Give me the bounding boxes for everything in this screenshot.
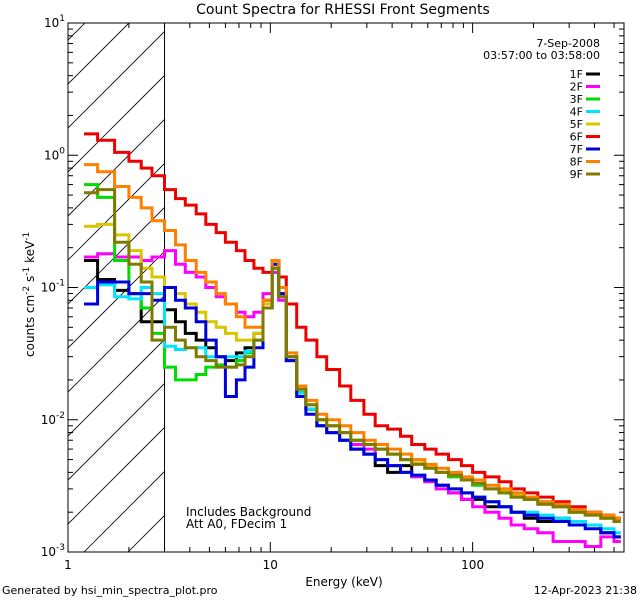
time-range-label: 03:57:00 to 03:58:00 <box>483 49 600 62</box>
footer-generator: Generated by hsi_min_spectra_plot.pro <box>2 584 218 597</box>
hatch-line <box>348 0 640 552</box>
hatch-line <box>612 0 640 552</box>
excluded-region-hatch <box>0 0 640 552</box>
y-tick-base: 10 <box>41 413 56 427</box>
hatch-line <box>68 382 165 481</box>
y-label-exp2: -1 <box>22 267 32 276</box>
date-label: 7-Sep-2008 <box>536 37 600 50</box>
hatch-line <box>83 470 165 552</box>
y-tick-label: 101 <box>44 14 65 30</box>
legend-label-9F: 9F <box>570 168 583 181</box>
legend-label-4F: 4F <box>570 106 583 119</box>
legend-label-6F: 6F <box>570 131 583 144</box>
series-line-9F <box>84 188 621 523</box>
y-tick-base: 10 <box>41 281 56 295</box>
chart-title: Count Spectra for RHESSI Front Segments <box>196 2 490 18</box>
series-line-7F <box>84 262 621 539</box>
y-tick-base: 10 <box>41 545 56 559</box>
y-tick-label: 10-1 <box>41 279 65 295</box>
y-label-exp1: -2 <box>22 286 32 295</box>
legend-label-8F: 8F <box>570 156 583 169</box>
y-tick-exponent: -3 <box>56 543 65 553</box>
y-tick-label: 100 <box>44 146 65 162</box>
legend-label-2F: 2F <box>570 81 583 94</box>
y-label-exp3: -1 <box>22 232 32 241</box>
hatch-line <box>68 206 165 305</box>
footer-timestamp: 12-Apr-2023 21:38 <box>534 584 637 597</box>
hatch-line <box>68 74 165 173</box>
hatch-line <box>68 426 165 525</box>
y-tick-base: 10 <box>44 148 59 162</box>
y-tick-exponent: 1 <box>59 14 65 24</box>
y-tick-base: 10 <box>44 16 59 30</box>
series-group <box>84 132 621 548</box>
annotation-attenuator: Att A0, FDecim 1 <box>186 517 287 531</box>
legend-label-1F: 1F <box>570 68 583 81</box>
hatch-line <box>68 23 130 85</box>
y-axis-label: counts cm-2 s-1 keV-1 <box>22 232 37 357</box>
x-axis-label: Energy (keV) <box>305 575 382 589</box>
x-tick-label: 10 <box>263 558 278 572</box>
y-tick-label: 10-2 <box>41 411 65 427</box>
annotation-background: Includes Background <box>186 505 311 519</box>
hatch-line <box>68 338 165 437</box>
hatch-line <box>68 162 165 261</box>
legend-label-3F: 3F <box>570 93 583 106</box>
y-label-base: counts cm <box>23 295 37 357</box>
legend-label-7F: 7F <box>570 143 583 156</box>
y-label-end: keV <box>23 240 37 267</box>
y-tick-exponent: -2 <box>56 411 65 421</box>
y-tick-exponent: 0 <box>59 146 65 156</box>
hatch-line <box>68 30 165 129</box>
legend-label-5F: 5F <box>570 118 583 131</box>
hatch-line <box>0 0 112 552</box>
x-tick-label: 100 <box>461 558 484 572</box>
y-label-mid: s <box>23 276 37 286</box>
x-tick-label: 1 <box>64 558 72 572</box>
hatch-line <box>436 0 640 552</box>
y-tick-exponent: -1 <box>56 279 65 289</box>
hatch-line <box>480 0 640 552</box>
y-tick-label: 10-3 <box>41 543 65 559</box>
